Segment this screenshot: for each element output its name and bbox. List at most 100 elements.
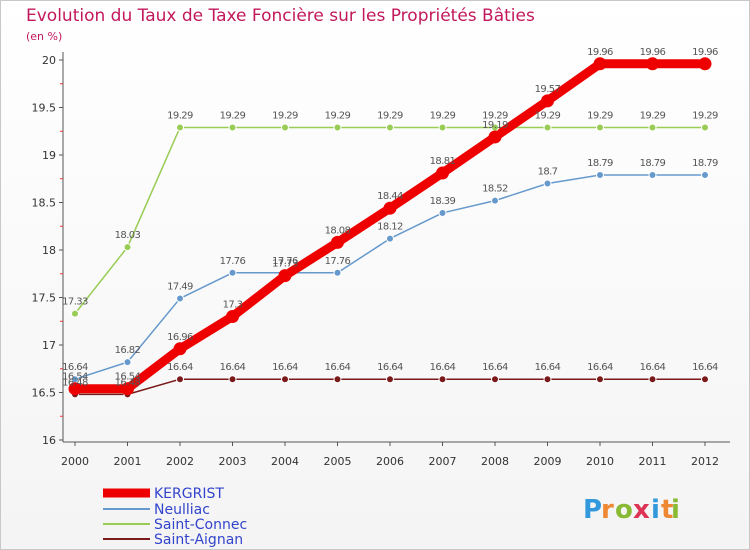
- data-point-kergrist: [226, 310, 239, 323]
- data-point-saint-connec: [386, 123, 394, 132]
- data-label-saint-aignan: 16.64: [272, 362, 298, 373]
- data-point-neulliac: [701, 170, 709, 179]
- y-tick-label: 16: [42, 434, 56, 447]
- y-tick-label: 16.5: [32, 387, 57, 400]
- data-label-kergrist: 19.96: [640, 47, 666, 58]
- data-label-saint-aignan: 16.64: [167, 362, 193, 373]
- data-point-saint-aignan: [176, 375, 184, 384]
- logo-letter: r: [601, 495, 614, 525]
- data-point-neulliac: [228, 268, 237, 277]
- data-label-neulliac: 17.76: [272, 256, 298, 267]
- legend-label-kergrist: KERGRIST: [154, 486, 224, 502]
- data-point-saint-aignan: [281, 375, 289, 384]
- data-point-neulliac: [333, 268, 342, 277]
- data-label-saint-aignan: 16.48: [115, 377, 141, 388]
- legend-label-saint-aignan: Saint-Aignan: [154, 532, 243, 548]
- data-point-neulliac: [491, 196, 499, 205]
- data-label-neulliac: 18.39: [430, 196, 456, 207]
- x-tick-label: 2010: [586, 455, 614, 468]
- data-point-kergrist: [383, 201, 397, 215]
- data-point-kergrist: [541, 94, 554, 108]
- data-label-kergrist: 19.96: [587, 47, 613, 58]
- data-point-saint-connec: [648, 123, 657, 132]
- data-point-neulliac: [438, 208, 447, 217]
- y-tick-label: 18.5: [32, 197, 57, 210]
- data-point-neulliac: [176, 294, 184, 303]
- data-label-kergrist: 18.44: [377, 191, 403, 202]
- data-label-neulliac: 18.79: [692, 158, 718, 169]
- x-tick-label: 2007: [429, 455, 457, 468]
- x-tick-label: 2003: [219, 455, 247, 468]
- data-point-saint-connec: [71, 309, 79, 318]
- data-label-saint-connec: 18.03: [115, 230, 141, 241]
- y-tick-label: 17: [42, 339, 56, 352]
- data-label-saint-aignan: 16.64: [640, 362, 666, 373]
- x-tick-label: 2005: [324, 455, 352, 468]
- data-point-saint-connec: [123, 243, 132, 252]
- data-label-kergrist: 16.96: [167, 332, 193, 343]
- data-label-saint-aignan: 16.48: [62, 377, 88, 388]
- data-label-neulliac: 16.82: [115, 345, 141, 356]
- data-point-saint-aignan: [386, 375, 394, 384]
- data-point-kergrist: [278, 269, 292, 283]
- logo-letter: i: [651, 495, 660, 525]
- data-label-saint-connec: 19.29: [430, 110, 456, 121]
- x-tick-label: 2008: [481, 455, 509, 468]
- data-point-kergrist: [593, 57, 607, 71]
- data-point-saint-connec: [543, 123, 552, 132]
- data-label-saint-connec: 19.29: [272, 110, 298, 121]
- x-tick-label: 2006: [376, 455, 404, 468]
- data-labels: 16.48 16.48 16.64 16.64 16.64 16.64 16.64 16.64…: [62, 47, 718, 389]
- data-point-kergrist: [173, 342, 187, 356]
- data-label-saint-connec: 19.29: [535, 110, 561, 121]
- data-point-saint-aignan: [701, 375, 709, 384]
- data-label-kergrist: 17.3: [223, 300, 243, 311]
- x-tick-label: 2001: [114, 455, 142, 468]
- data-point-saint-aignan: [543, 375, 552, 384]
- data-point-saint-connec: [281, 123, 289, 132]
- data-label-saint-aignan: 16.64: [692, 362, 718, 373]
- y-tick-label: 18: [42, 244, 56, 257]
- x-tick-label: 2004: [271, 455, 299, 468]
- data-label-neulliac: 18.79: [587, 158, 613, 169]
- data-point-kergrist: [121, 382, 134, 396]
- legend-label-neulliac: Neulliac: [154, 502, 210, 518]
- x-tick-label: 2009: [534, 455, 562, 468]
- data-point-saint-connec: [701, 123, 709, 132]
- logo-letter: o: [615, 495, 633, 525]
- data-label-kergrist: 18.08: [325, 225, 351, 236]
- data-label-kergrist: 19.96: [692, 47, 718, 58]
- x-tick-label: 2000: [61, 455, 89, 468]
- data-label-saint-connec: 19.29: [377, 110, 403, 121]
- data-label-saint-connec: 17.33: [62, 297, 88, 308]
- x-tick-label: 2012: [691, 455, 719, 468]
- data-label-neulliac: 18.79: [640, 158, 666, 169]
- logo-letter: t: [661, 495, 673, 525]
- data-point-neulliac: [596, 170, 604, 179]
- data-label-saint-connec: 19.29: [220, 110, 246, 121]
- data-points: [68, 57, 712, 399]
- data-point-neulliac: [543, 179, 552, 188]
- data-label-neulliac: 18.12: [377, 222, 403, 233]
- data-point-saint-connec: [438, 123, 447, 132]
- data-label-saint-aignan: 16.64: [220, 362, 246, 373]
- data-label-kergrist: 16.54: [115, 372, 141, 383]
- logo-letter: P: [583, 495, 602, 525]
- logo-letter: x: [633, 495, 650, 525]
- data-label-kergrist: 19.57: [535, 84, 561, 95]
- data-label-kergrist: 17.73: [272, 259, 298, 270]
- data-label-saint-aignan: 16.64: [430, 362, 456, 373]
- data-point-saint-connec: [596, 123, 604, 132]
- data-point-saint-connec: [176, 123, 184, 132]
- data-point-kergrist: [436, 166, 449, 180]
- proxiti-logo: Pr o x i ti: [583, 495, 680, 525]
- data-point-saint-connec: [228, 123, 237, 132]
- data-point-kergrist: [488, 130, 502, 144]
- data-point-kergrist: [331, 235, 344, 249]
- data-label-saint-connec: 19.29: [692, 110, 718, 121]
- data-point-kergrist: [68, 382, 82, 396]
- data-point-neulliac: [648, 170, 657, 179]
